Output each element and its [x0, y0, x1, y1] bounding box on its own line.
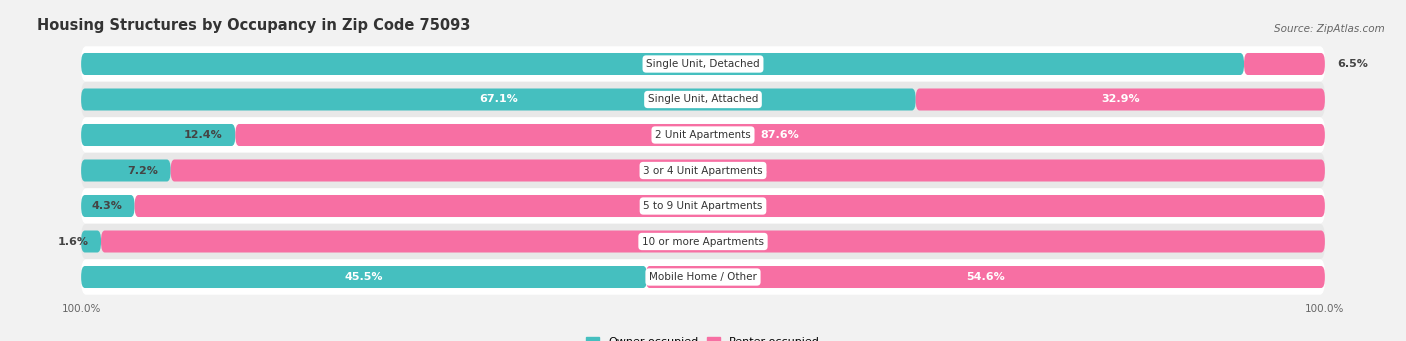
- Text: Single Unit, Attached: Single Unit, Attached: [648, 94, 758, 104]
- Text: 45.5%: 45.5%: [344, 272, 384, 282]
- Text: 1.6%: 1.6%: [58, 237, 89, 247]
- FancyBboxPatch shape: [645, 266, 1324, 288]
- Text: 12.4%: 12.4%: [184, 130, 224, 140]
- Text: 93.5%: 93.5%: [644, 59, 682, 69]
- Text: 95.7%: 95.7%: [710, 201, 749, 211]
- FancyBboxPatch shape: [82, 224, 1324, 259]
- Text: 54.6%: 54.6%: [966, 272, 1005, 282]
- FancyBboxPatch shape: [82, 153, 1324, 188]
- Text: Source: ZipAtlas.com: Source: ZipAtlas.com: [1274, 24, 1385, 34]
- Legend: Owner-occupied, Renter-occupied: Owner-occupied, Renter-occupied: [581, 332, 825, 341]
- FancyBboxPatch shape: [82, 259, 1324, 295]
- FancyBboxPatch shape: [82, 82, 1324, 117]
- FancyBboxPatch shape: [82, 195, 135, 217]
- FancyBboxPatch shape: [235, 124, 1324, 146]
- FancyBboxPatch shape: [915, 89, 1324, 110]
- Text: 10 or more Apartments: 10 or more Apartments: [643, 237, 763, 247]
- FancyBboxPatch shape: [82, 53, 1244, 75]
- Text: 6.5%: 6.5%: [1337, 59, 1368, 69]
- FancyBboxPatch shape: [82, 89, 915, 110]
- Text: 87.6%: 87.6%: [761, 130, 800, 140]
- Text: 32.9%: 32.9%: [1101, 94, 1140, 104]
- Text: 7.2%: 7.2%: [128, 165, 159, 176]
- Text: 2 Unit Apartments: 2 Unit Apartments: [655, 130, 751, 140]
- Text: 92.8%: 92.8%: [728, 165, 768, 176]
- Text: 4.3%: 4.3%: [91, 201, 122, 211]
- FancyBboxPatch shape: [82, 160, 170, 181]
- Text: 98.4%: 98.4%: [693, 237, 733, 247]
- FancyBboxPatch shape: [82, 231, 101, 252]
- FancyBboxPatch shape: [82, 46, 1324, 82]
- FancyBboxPatch shape: [82, 266, 647, 288]
- FancyBboxPatch shape: [1244, 53, 1324, 75]
- FancyBboxPatch shape: [170, 160, 1324, 181]
- FancyBboxPatch shape: [82, 124, 235, 146]
- Text: 3 or 4 Unit Apartments: 3 or 4 Unit Apartments: [643, 165, 763, 176]
- FancyBboxPatch shape: [101, 231, 1324, 252]
- Text: Mobile Home / Other: Mobile Home / Other: [650, 272, 756, 282]
- Text: Housing Structures by Occupancy in Zip Code 75093: Housing Structures by Occupancy in Zip C…: [37, 18, 470, 33]
- FancyBboxPatch shape: [82, 188, 1324, 224]
- FancyBboxPatch shape: [135, 195, 1324, 217]
- Text: 5 to 9 Unit Apartments: 5 to 9 Unit Apartments: [644, 201, 762, 211]
- Text: Single Unit, Detached: Single Unit, Detached: [647, 59, 759, 69]
- Text: 67.1%: 67.1%: [479, 94, 517, 104]
- FancyBboxPatch shape: [82, 117, 1324, 153]
